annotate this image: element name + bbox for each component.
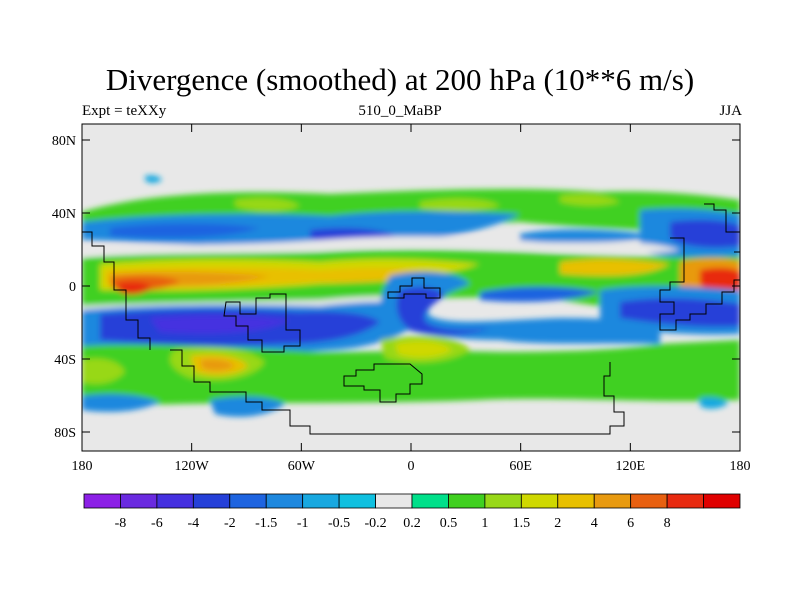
lon-label: 180	[730, 459, 751, 474]
coastline-path	[170, 349, 625, 435]
colorbar-swatch	[411, 493, 449, 509]
field-contour	[560, 258, 670, 276]
lat-label: 0	[69, 280, 76, 295]
lat-label: 80S	[54, 426, 76, 441]
colorbar-swatch	[265, 493, 304, 509]
colorbar-label: 4	[591, 516, 598, 531]
colorbar-swatch	[83, 493, 121, 509]
field-contour	[200, 359, 235, 371]
colorbar-label: -8	[115, 516, 127, 531]
colorbar-label: -6	[151, 516, 163, 531]
lon-label: 60W	[288, 459, 316, 474]
coastlines	[82, 203, 740, 435]
lon-label: 180	[72, 459, 93, 474]
colorbar-swatch	[593, 493, 632, 509]
field-contour	[620, 298, 740, 327]
chart-title: Divergence (smoothed) at 200 hPa (10**6 …	[105, 62, 695, 97]
longitude-axis: 180 120W 60W 0 60E 120E 180	[72, 124, 751, 474]
field-contour	[480, 286, 600, 302]
field-contour	[82, 236, 680, 256]
colorbar-swatch	[192, 493, 231, 509]
field-contour	[235, 198, 300, 212]
colorbar-label: 1.5	[513, 516, 531, 531]
colorbar-label: 0.5	[440, 516, 458, 531]
field-contour	[210, 396, 285, 417]
colorbar-swatch	[520, 493, 559, 509]
colorbar-swatch	[156, 493, 194, 509]
colorbar-swatch	[302, 493, 340, 509]
field-contour	[82, 358, 125, 384]
field-contour	[380, 271, 660, 344]
colorbar-swatch	[484, 493, 522, 509]
colorbar-label: -0.5	[328, 516, 350, 531]
colorbar-swatch	[375, 493, 413, 509]
coastline-path	[343, 363, 423, 403]
coastline-path	[82, 231, 151, 350]
colorbar-swatch	[448, 493, 486, 509]
colorbar-label: 8	[664, 516, 671, 531]
colorbar-label: 2	[554, 516, 561, 531]
lon-label: 60E	[509, 459, 532, 474]
colorbar-swatch	[557, 493, 595, 509]
colorbar-label: -1.5	[255, 516, 277, 531]
field-contour	[82, 394, 160, 412]
field-contour	[420, 198, 500, 212]
colorbar-label: 0.2	[403, 516, 421, 531]
experiment-label: Expt = teXXy	[82, 103, 167, 119]
lat-label: 40S	[54, 353, 76, 368]
colorbar-swatch	[338, 493, 376, 509]
colorbar-label: 1	[481, 516, 488, 531]
lat-label: 40N	[52, 207, 76, 222]
divergence-field	[82, 124, 740, 451]
coastline-path	[704, 203, 740, 233]
lat-label: 80N	[52, 134, 76, 149]
field-contour	[145, 175, 162, 183]
field-contour	[395, 341, 452, 358]
season-label: JJA	[719, 103, 742, 119]
field-contour	[560, 194, 620, 206]
field-contour	[700, 397, 728, 409]
colorbar-swatch	[703, 493, 741, 509]
field-contour	[150, 315, 290, 334]
colorbar: -8 -6 -4 -2 -1.5 -1 -0.5 -0.2 0.2 0.5 1 1.5 2 4 6 8	[83, 493, 741, 531]
run-label: 510_0_MaBP	[358, 103, 442, 119]
coastline-path	[223, 293, 301, 353]
field-contour	[670, 219, 740, 248]
colorbar-label: -2	[224, 516, 236, 531]
colorbar-label: 6	[627, 516, 634, 531]
coastline-path	[387, 277, 441, 299]
field-contour	[396, 287, 490, 336]
field-contour	[110, 223, 260, 238]
colorbar-label: -0.2	[364, 516, 386, 531]
colorbar-swatch	[120, 493, 158, 509]
latitude-axis: 80N 40N 0 40S 80S	[52, 134, 740, 441]
lon-label: 120W	[175, 459, 210, 474]
colorbar-swatch	[229, 493, 267, 509]
colorbar-label: -1	[297, 516, 309, 531]
colorbar-swatch	[630, 493, 668, 509]
coastline-path	[659, 237, 740, 331]
lon-label: 0	[408, 459, 415, 474]
colorbar-swatch	[666, 493, 704, 509]
lon-label: 120E	[616, 459, 646, 474]
colorbar-label: -4	[187, 516, 199, 531]
field-contour	[520, 229, 660, 244]
